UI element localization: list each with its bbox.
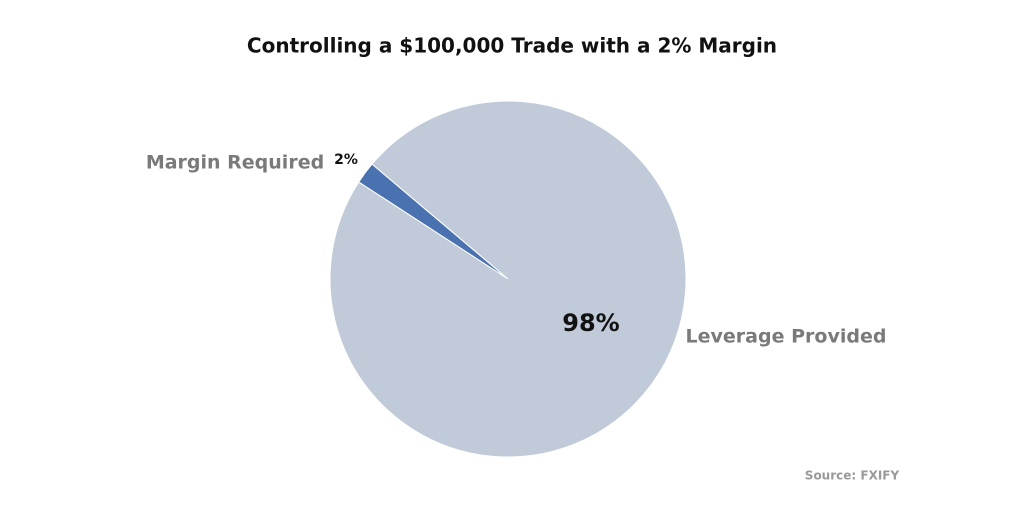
category-label: Margin Required [146,152,324,174]
source-note: Source: FXIFY [805,469,900,483]
pie [329,100,687,458]
pie-slice [329,100,687,458]
chart-title: Controlling a $100,000 Trade with a 2% M… [247,34,777,58]
value-label: 2% [334,152,358,168]
category-label: Leverage Provided [686,326,887,348]
value-label: 98% [562,309,619,337]
